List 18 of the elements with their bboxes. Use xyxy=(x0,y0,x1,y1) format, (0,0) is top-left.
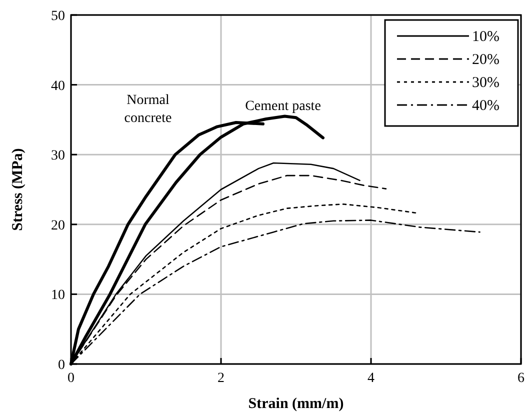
legend-label: 30% xyxy=(472,75,500,91)
legend-label: 10% xyxy=(472,29,500,45)
y-axis-title: Stress (MPa) xyxy=(10,148,26,231)
legend-label: 40% xyxy=(472,98,500,114)
x-tick-label: 0 xyxy=(68,371,74,386)
annotation: Cement paste xyxy=(245,99,321,114)
legend-label: 20% xyxy=(472,52,500,68)
annotation: Normal concrete xyxy=(124,93,172,126)
y-tick-label: 50 xyxy=(51,9,65,24)
y-tick-label: 30 xyxy=(51,148,65,164)
x-tick-label: 4 xyxy=(368,371,374,386)
x-tick-label: 2 xyxy=(218,371,224,386)
x-tick-label: 6 xyxy=(518,371,524,386)
y-tick-label: 20 xyxy=(51,218,65,234)
y-tick-label: 0 xyxy=(58,358,65,373)
y-tick-label: 10 xyxy=(51,288,65,304)
y-tick-label: 40 xyxy=(51,78,65,94)
x-axis-title: Strain (mm/m) xyxy=(248,396,344,412)
